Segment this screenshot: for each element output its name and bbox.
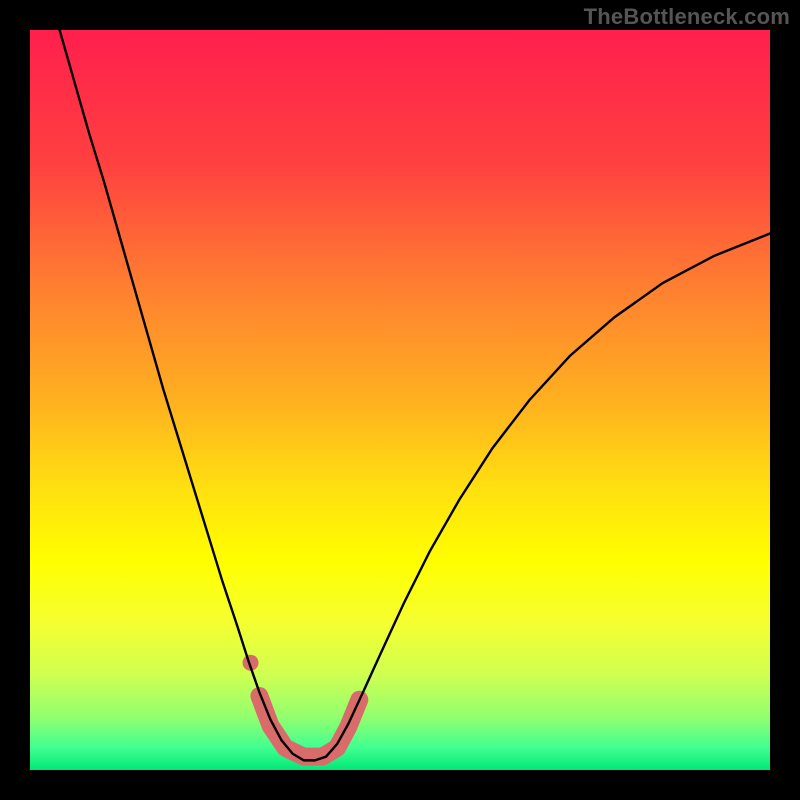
curve-right-branch (315, 234, 770, 761)
chart-canvas: TheBottleneck.com (0, 0, 800, 800)
plot-area (30, 30, 770, 770)
watermark-label: TheBottleneck.com (584, 4, 790, 30)
chart-curves (30, 30, 770, 770)
curve-left-branch (60, 30, 315, 760)
